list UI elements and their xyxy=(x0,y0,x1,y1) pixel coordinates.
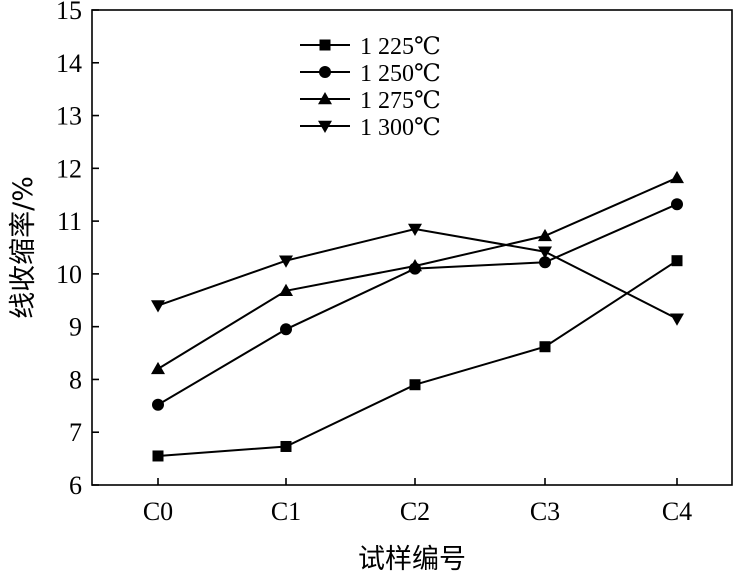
x-tick-label: C4 xyxy=(662,497,692,526)
series-3 xyxy=(151,170,684,375)
data-point-circle xyxy=(539,256,551,269)
x-tick-label: C1 xyxy=(271,497,301,526)
data-point-triangle-up xyxy=(318,92,332,105)
data-point-square xyxy=(319,39,331,51)
legend-item: 1 250℃ xyxy=(300,61,441,87)
y-tick-label: 9 xyxy=(69,313,82,342)
plot-frame xyxy=(91,9,733,486)
series-line xyxy=(157,203,678,406)
data-point-triangle-down xyxy=(670,313,684,326)
data-point-triangle-down xyxy=(538,246,552,259)
y-tick-label: 12 xyxy=(56,154,82,183)
data-point-triangle-up xyxy=(670,170,684,184)
legend-label: 1 225℃ xyxy=(360,34,441,60)
series-1 xyxy=(152,255,683,462)
legend-label: 1 250℃ xyxy=(360,61,441,87)
legend-item: 1 225℃ xyxy=(300,34,441,60)
legend-label: 1 275℃ xyxy=(360,88,441,114)
data-point-square xyxy=(280,440,292,452)
x-tick-label: C0 xyxy=(143,497,173,526)
legend-item: 1 300℃ xyxy=(300,115,441,141)
plot-border xyxy=(91,9,733,486)
series-4 xyxy=(151,223,684,326)
data-point-triangle-down xyxy=(151,300,165,313)
x-axis-label: 试样编号 xyxy=(358,544,466,572)
data-point-square xyxy=(539,341,551,353)
data-point-triangle-down xyxy=(318,120,332,133)
data-point-square xyxy=(152,450,164,462)
legend: 1 225℃1 250℃1 275℃1 300℃ xyxy=(300,34,441,141)
y-tick-label: 10 xyxy=(56,260,82,289)
data-point-circle xyxy=(152,398,164,411)
y-tick-label: 11 xyxy=(57,207,82,236)
y-tick-label: 15 xyxy=(56,0,82,25)
data-point-triangle-down xyxy=(408,223,422,237)
y-tick-label: 6 xyxy=(69,471,82,500)
legend-item: 1 275℃ xyxy=(300,88,441,114)
data-point-square xyxy=(409,379,421,391)
data-point-triangle-up xyxy=(151,361,165,375)
data-point-triangle-up xyxy=(279,283,293,297)
data-point-square xyxy=(671,255,683,267)
legend-label: 1 300℃ xyxy=(360,115,441,141)
y-tick-label: 13 xyxy=(56,102,82,131)
data-point-triangle-up xyxy=(538,228,552,242)
data-point-circle xyxy=(319,66,331,78)
y-tick-label: 8 xyxy=(69,365,82,394)
y-axis: 6 7 8 9 10 11 12 13 14 15 xyxy=(56,0,99,500)
data-point-circle xyxy=(280,323,292,336)
x-tick-label: C3 xyxy=(530,497,560,526)
y-tick-label: 14 xyxy=(56,49,82,78)
series-layer xyxy=(151,170,684,462)
data-point-circle xyxy=(671,198,683,211)
y-axis-label: 线收缩率/% xyxy=(8,176,39,319)
x-axis: C0 C1 C2 C3 C4 xyxy=(143,478,692,526)
x-tick-label: C2 xyxy=(400,497,430,526)
data-point-triangle-down xyxy=(279,255,293,268)
y-tick-label: 7 xyxy=(69,418,82,447)
data-point-triangle-up xyxy=(408,258,422,272)
